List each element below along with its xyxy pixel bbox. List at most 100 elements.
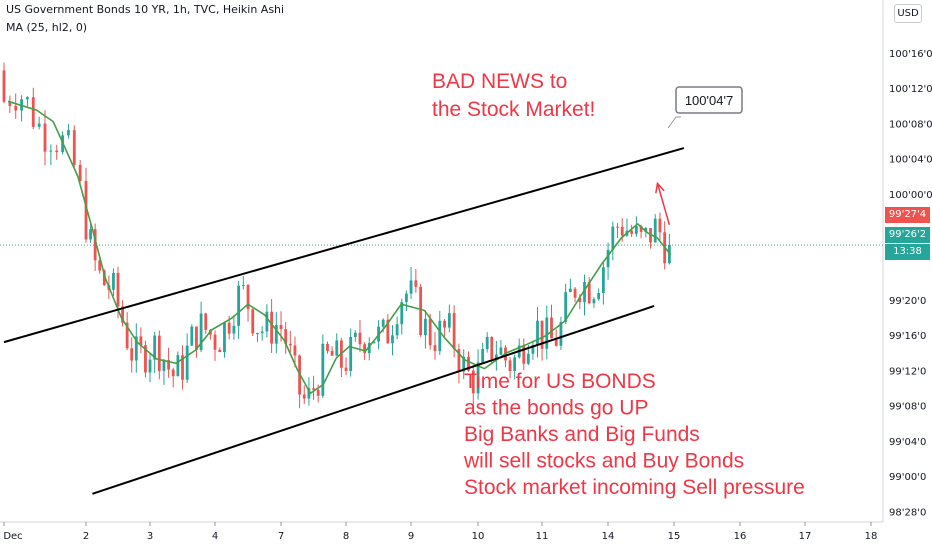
time-tick-label: 17 (799, 531, 812, 542)
candle-body (195, 326, 198, 351)
candle-body (386, 319, 390, 344)
annotation-bottom-line: Stock market incoming Sell pressure (464, 476, 805, 499)
candle-body (251, 309, 255, 334)
candle-body (428, 318, 432, 346)
candle-body (353, 332, 357, 337)
moving-average-layer (7, 100, 672, 395)
candle-body (237, 285, 241, 326)
candle-body (8, 101, 12, 106)
candle-body (31, 97, 35, 127)
candle-body (494, 354, 498, 360)
arrow-head (655, 181, 665, 194)
candle-body (256, 333, 259, 335)
candle-body (204, 313, 208, 330)
candle-body (471, 370, 475, 394)
ma-line (7, 100, 672, 395)
price-tick-label: 99'12'0 (889, 366, 926, 377)
time-tick-label: 7 (278, 531, 284, 542)
currency-button[interactable]: USD (894, 4, 922, 23)
candle-body (181, 355, 184, 380)
annotations-layer: BAD NEWS to the Stock Market! Time for US… (432, 70, 805, 499)
time-tick-label: 2 (83, 531, 89, 542)
candle-body (372, 341, 376, 343)
candle-body (658, 218, 662, 233)
candle-body (2, 70, 6, 102)
candle-body (620, 226, 624, 236)
price-tick-label: 100'16'0 (889, 49, 932, 60)
candle-body (367, 342, 371, 354)
candle-body (344, 367, 348, 371)
time-tick-label: 8 (343, 531, 349, 542)
candle-body (89, 229, 92, 240)
time-tick-label: 3 (147, 531, 153, 542)
trendline-lower[interactable] (92, 305, 655, 495)
price-tick-label: 100'04'0 (889, 155, 932, 166)
candle-body (414, 280, 418, 287)
candle-body (78, 164, 82, 181)
candle-body (573, 288, 577, 298)
candle-body (531, 345, 535, 354)
candle-body (443, 320, 446, 328)
candle-body (545, 317, 549, 349)
candle-body (554, 338, 558, 346)
candle-body (326, 343, 329, 351)
price-tick-label: 100'00'0 (889, 190, 932, 201)
annotation-bottom-line: as the bonds go UP (464, 397, 648, 420)
candle-body (218, 349, 222, 353)
trendline-upper[interactable] (3, 147, 685, 344)
candle-body (564, 292, 568, 322)
candle-body (213, 334, 217, 350)
candle-body (93, 229, 97, 261)
candle-body (14, 105, 18, 111)
candle-body (246, 285, 250, 310)
annotation-bottom-line: will sell stocks and Buy Bonds (463, 450, 744, 473)
candle-body (526, 353, 530, 364)
ma-legend[interactable]: MA (25, hl2, 0) (6, 21, 88, 34)
candle-body (592, 299, 596, 304)
price-tag-last: 99'26'2 (885, 227, 930, 243)
candle-body (438, 320, 442, 352)
candle-body (55, 150, 59, 153)
candle-body (583, 282, 586, 303)
candle-body (381, 319, 385, 327)
price-tick-label: 99'08'0 (889, 402, 926, 413)
price-tick-label: 99'04'0 (889, 437, 926, 448)
candle-body (349, 336, 353, 371)
candle-body (26, 97, 29, 100)
trendlines-layer[interactable] (3, 147, 685, 495)
candle-body (265, 311, 269, 332)
candle-body (467, 356, 470, 371)
time-tick-label: 14 (602, 531, 615, 542)
candle-body (270, 311, 274, 344)
candle-body (157, 335, 161, 371)
annotation-bottom-line: Time for US BONDS (464, 370, 656, 393)
annotation-arrow-layer (655, 181, 671, 226)
candle-body (395, 324, 399, 336)
candle-body (293, 345, 297, 356)
chart-legend-title[interactable]: US Government Bonds 10 YR, 1h, TVC, Heik… (6, 3, 285, 16)
candle-body (391, 335, 394, 344)
time-tick-label: 16 (734, 531, 747, 542)
time-axis[interactable]: Dec 2 3 4 7 8 9 10 11 14 15 16 17 18 (3, 522, 877, 542)
countdown-tag: 13:38 (885, 244, 930, 260)
candle-body (536, 320, 539, 346)
candle-body (568, 288, 572, 293)
candle-body (462, 356, 466, 372)
candle-body (644, 227, 648, 232)
candle-body (148, 359, 152, 373)
candle-body (476, 362, 480, 394)
candle-body (130, 348, 134, 361)
target-callout[interactable]: 100'04'7 (667, 86, 743, 129)
candle-body (485, 336, 489, 350)
candle-body (121, 306, 124, 323)
target-price-label: 100'04'7 (685, 93, 733, 108)
price-axis[interactable]: 98'28'0 99'00'0 99'04'0 99'08'0 99'12'0 99'16… (889, 49, 932, 519)
candle-body (400, 302, 404, 325)
candle-body (405, 293, 408, 303)
candle-body (330, 350, 334, 356)
candle-body (125, 322, 129, 349)
candle-body (144, 345, 147, 373)
candle-body (587, 282, 591, 304)
candle-body (176, 355, 180, 377)
